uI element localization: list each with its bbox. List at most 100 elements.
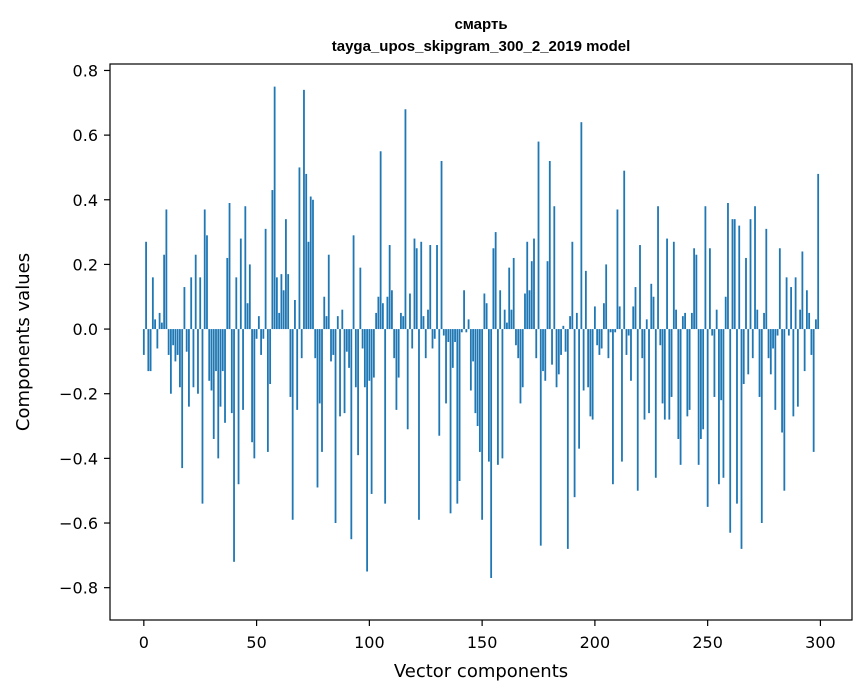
bar-189 bbox=[569, 316, 571, 330]
bar-120 bbox=[413, 238, 416, 330]
bar-2 bbox=[147, 329, 150, 372]
bar-154 bbox=[490, 329, 493, 578]
bar-8 bbox=[160, 322, 163, 330]
bar-27 bbox=[203, 209, 206, 330]
bar-271 bbox=[754, 206, 756, 330]
bar-44 bbox=[242, 329, 244, 410]
bar-138 bbox=[454, 329, 456, 342]
bar-167 bbox=[519, 329, 522, 404]
bar-209 bbox=[614, 329, 617, 333]
bar-155 bbox=[492, 248, 495, 330]
bar-220 bbox=[639, 245, 641, 330]
bar-240 bbox=[684, 312, 686, 330]
bar-279 bbox=[772, 329, 774, 349]
bar-66 bbox=[291, 329, 294, 520]
bar-95 bbox=[357, 329, 359, 456]
bar-103 bbox=[375, 312, 378, 330]
chart-title-line2: tayga_upos_skipgram_300_2_2019 model bbox=[332, 38, 631, 55]
bar-23 bbox=[194, 254, 197, 330]
bar-71 bbox=[303, 89, 305, 330]
bar-100 bbox=[368, 329, 371, 381]
bar-194 bbox=[580, 122, 583, 330]
bar-134 bbox=[445, 329, 447, 404]
bar-72 bbox=[305, 173, 308, 330]
bar-108 bbox=[386, 296, 389, 330]
bar-163 bbox=[510, 309, 513, 330]
bar-5 bbox=[154, 319, 156, 330]
bar-136 bbox=[449, 329, 452, 514]
bar-176 bbox=[539, 329, 542, 546]
bar-256 bbox=[720, 329, 723, 401]
bar-241 bbox=[686, 329, 689, 417]
y-tick-label-7: −0.6 bbox=[59, 514, 98, 533]
bar-275 bbox=[763, 312, 765, 330]
bar-173 bbox=[533, 238, 535, 330]
bar-12 bbox=[169, 329, 172, 394]
bar-97 bbox=[361, 329, 364, 349]
bar-287 bbox=[790, 287, 792, 330]
bar-55 bbox=[266, 329, 269, 452]
bar-87 bbox=[339, 329, 341, 417]
bar-48 bbox=[251, 329, 253, 443]
bar-99 bbox=[366, 329, 368, 572]
bar-45 bbox=[244, 206, 247, 330]
bar-131 bbox=[438, 329, 441, 436]
bar-170 bbox=[526, 241, 529, 330]
bar-10 bbox=[165, 209, 168, 330]
bar-42 bbox=[237, 329, 240, 485]
bar-129 bbox=[433, 329, 436, 339]
bar-225 bbox=[650, 283, 653, 330]
y-tick-label-1: 0.6 bbox=[73, 126, 98, 145]
bar-250 bbox=[706, 329, 709, 507]
bar-261 bbox=[731, 219, 734, 330]
bar-145 bbox=[469, 329, 472, 391]
bar-270 bbox=[751, 329, 754, 359]
bar-266 bbox=[742, 329, 745, 385]
bar-6 bbox=[156, 329, 159, 349]
x-tick-label-0: 0 bbox=[139, 633, 149, 652]
y-tick-label-2: 0.4 bbox=[73, 191, 98, 210]
bar-15 bbox=[176, 329, 179, 355]
bar-52 bbox=[260, 329, 262, 355]
bar-143 bbox=[465, 329, 468, 333]
bar-118 bbox=[409, 293, 411, 330]
bar-90 bbox=[345, 329, 348, 352]
bar-20 bbox=[188, 329, 190, 407]
bar-17 bbox=[181, 329, 184, 469]
bar-232 bbox=[666, 238, 668, 330]
bar-169 bbox=[524, 293, 526, 330]
bar-162 bbox=[508, 267, 511, 330]
bar-60 bbox=[278, 312, 281, 330]
bar-201 bbox=[596, 329, 599, 346]
bar-13 bbox=[172, 329, 175, 346]
bar-297 bbox=[812, 329, 815, 452]
bar-0 bbox=[142, 329, 145, 355]
bar-288 bbox=[792, 329, 795, 417]
bar-109 bbox=[388, 245, 391, 330]
x-tick-label-150: 150 bbox=[467, 633, 498, 652]
bar-123 bbox=[420, 241, 423, 330]
bar-16 bbox=[179, 329, 181, 388]
bar-98 bbox=[363, 329, 366, 388]
bar-208 bbox=[612, 329, 614, 485]
bar-130 bbox=[436, 245, 438, 330]
bar-33 bbox=[217, 329, 220, 459]
bar-286 bbox=[787, 329, 790, 336]
chart-title-line1: смарть bbox=[454, 16, 507, 33]
bar-263 bbox=[736, 329, 738, 504]
bar-285 bbox=[785, 277, 788, 330]
bar-70 bbox=[300, 329, 303, 359]
bar-46 bbox=[246, 303, 249, 330]
bar-21 bbox=[190, 277, 193, 330]
bar-105 bbox=[379, 151, 382, 330]
bar-180 bbox=[548, 160, 551, 330]
bar-124 bbox=[422, 316, 425, 330]
bar-246 bbox=[697, 329, 700, 465]
y-tick-label-6: −0.4 bbox=[59, 449, 98, 468]
bar-200 bbox=[593, 306, 596, 330]
bar-258 bbox=[724, 296, 727, 330]
bar-198 bbox=[589, 329, 592, 417]
bar-248 bbox=[702, 329, 705, 430]
bar-9 bbox=[163, 254, 166, 330]
